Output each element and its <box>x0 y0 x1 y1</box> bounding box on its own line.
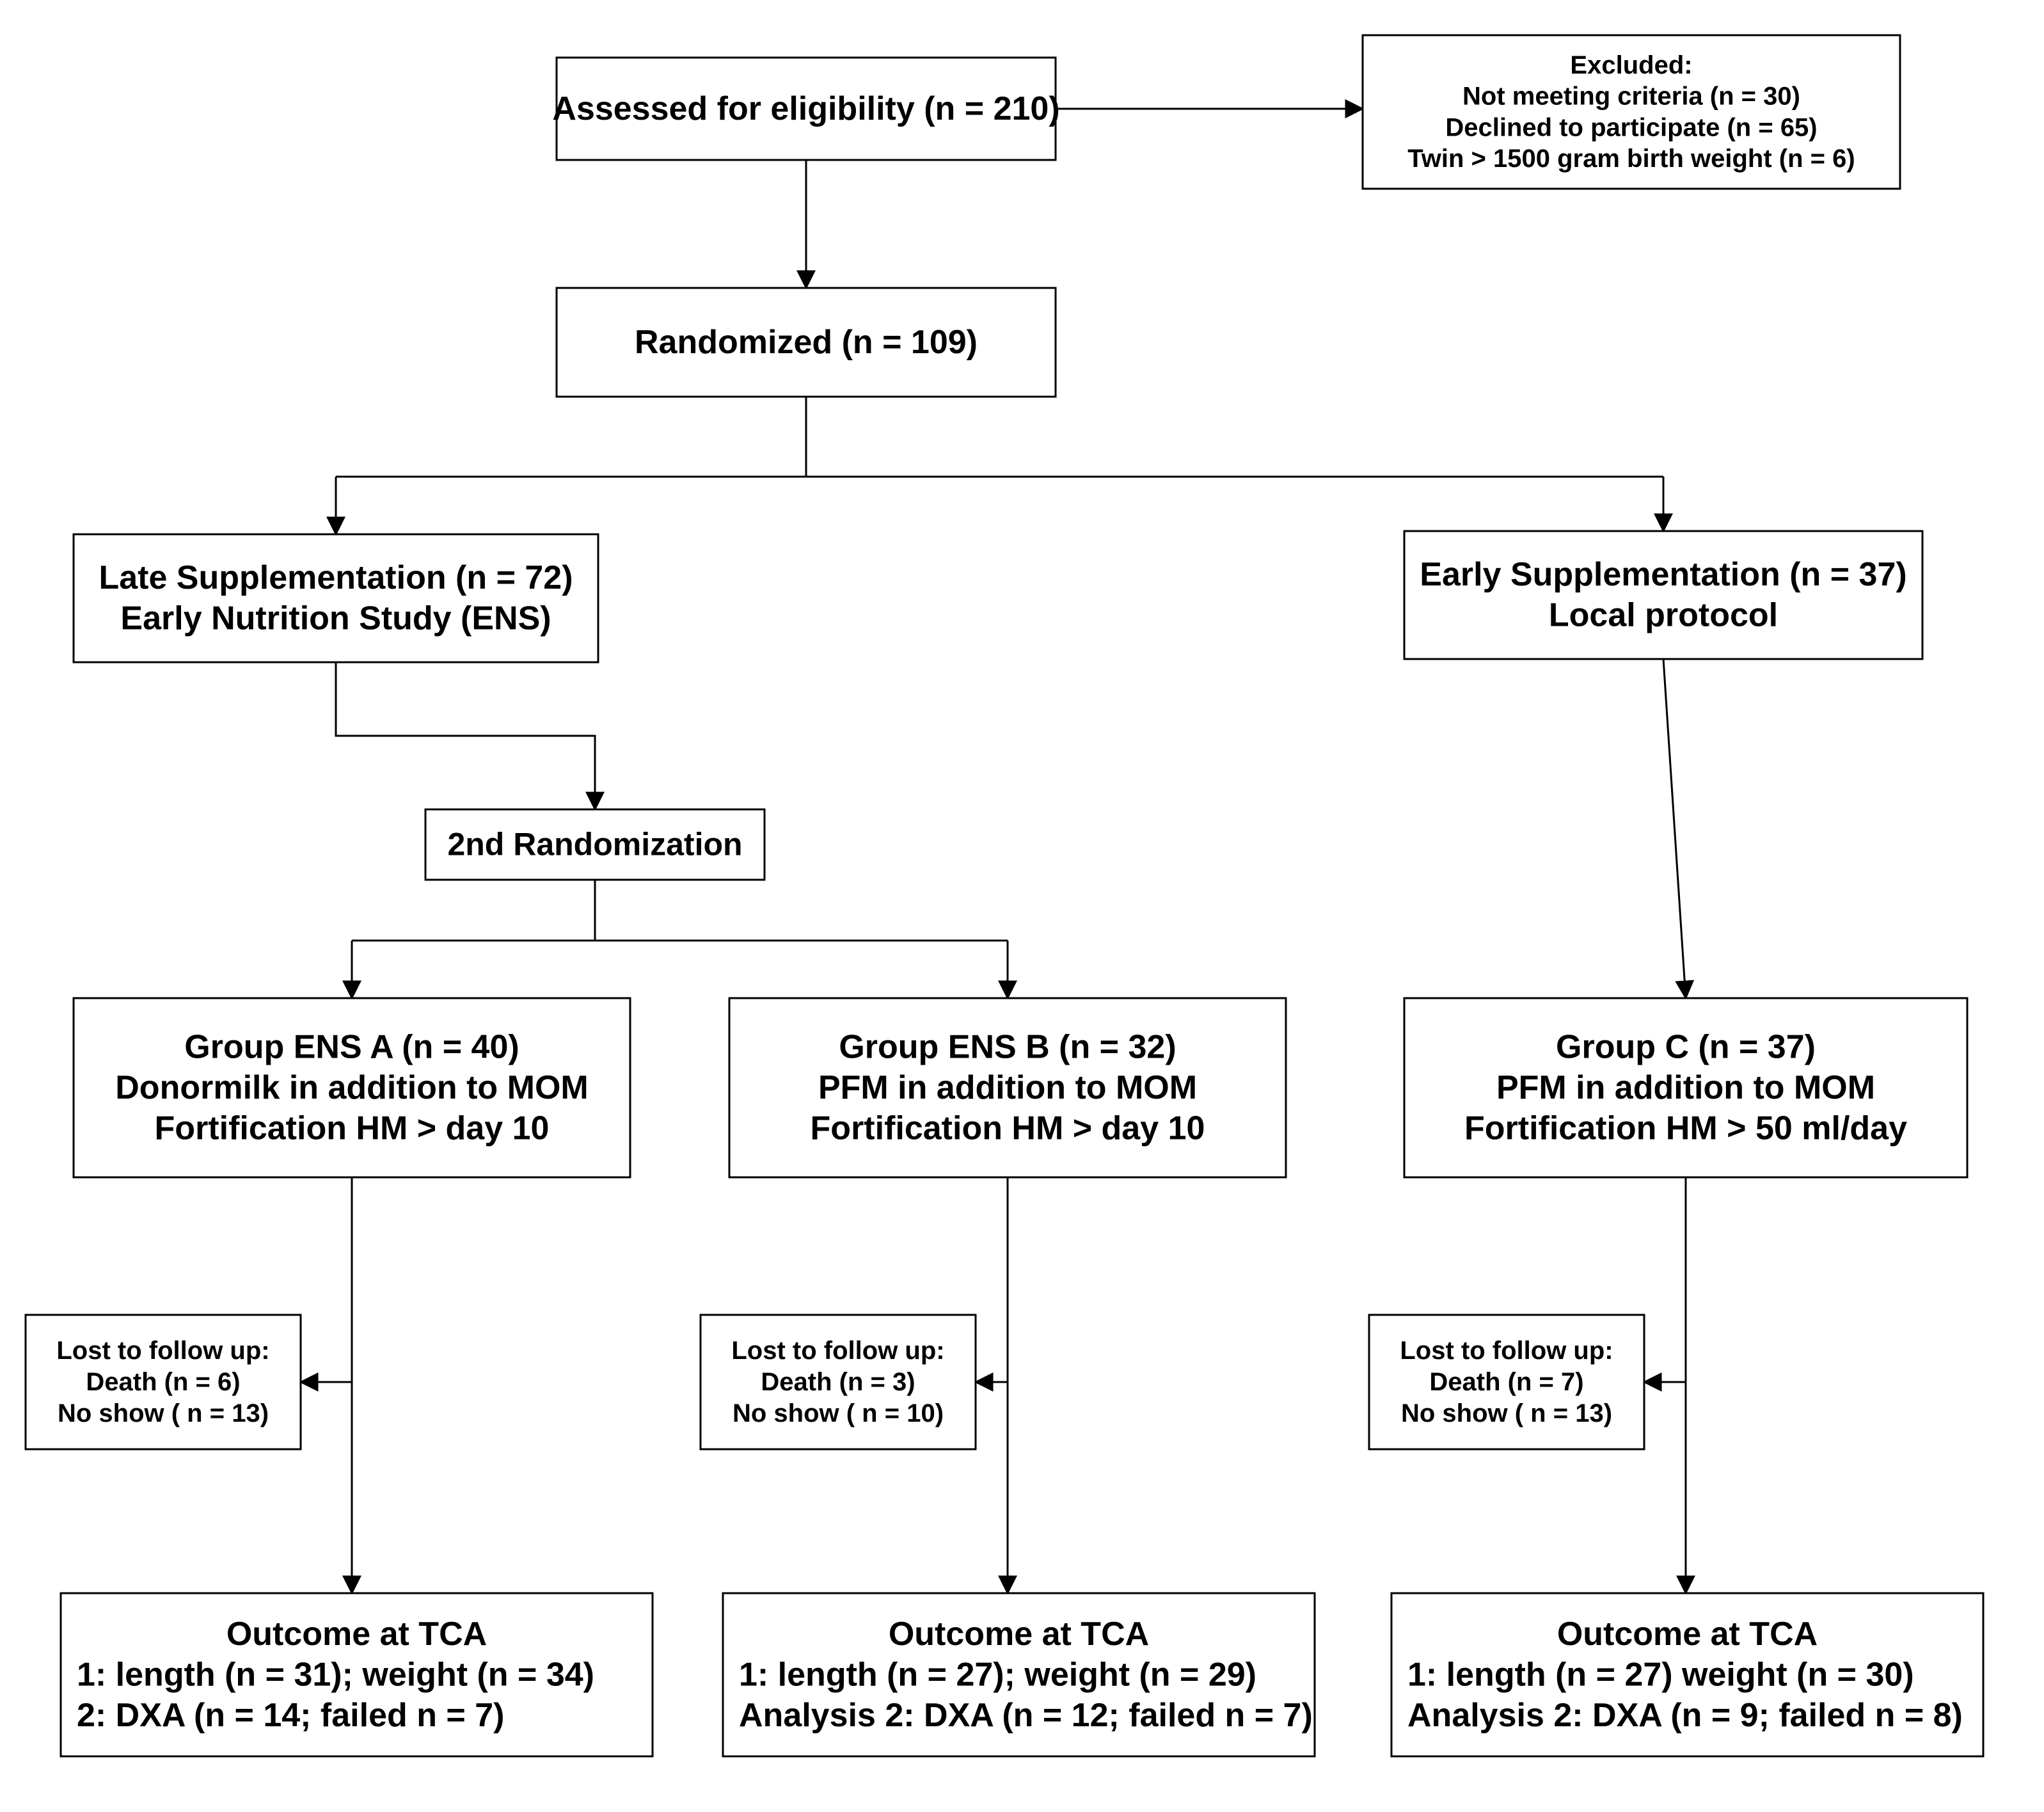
node-outcome_c-line-2: Analysis 2: DXA (n = 9; failed n = 8) <box>1407 1697 1963 1734</box>
node-randomized: Randomized (n = 109) <box>557 288 1056 397</box>
node-excluded-line-3: Twin > 1500 gram birth weight (n = 6) <box>1407 145 1855 173</box>
node-group_a-line-0: Group ENS A (n = 40) <box>184 1028 519 1065</box>
node-group_b: Group ENS B (n = 32) PFM in addition to M… <box>729 998 1286 1177</box>
node-second_rand: 2nd Randomization <box>425 809 765 880</box>
node-excluded-line-0: Excluded: <box>1570 51 1692 79</box>
node-lost_a: Lost to follow up: Death (n = 6) No show (… <box>26 1315 301 1449</box>
node-outcome_a: Outcome at TCA1: length (n = 31); weight… <box>61 1593 653 1756</box>
node-lost_c-line-0: Lost to follow up: <box>1400 1337 1613 1365</box>
node-outcome_b: Outcome at TCA1: length (n = 27); weight… <box>723 1593 1315 1756</box>
node-second_rand-line-0: 2nd Randomization <box>447 826 742 862</box>
node-lost_c: Lost to follow up: Death (n = 7) No show (… <box>1369 1315 1644 1449</box>
node-group_b-line-2: Fortification HM > day 10 <box>811 1109 1205 1147</box>
node-group_b-line-0: Group ENS B (n = 32) <box>839 1028 1176 1065</box>
node-excluded-line-1: Not meeting criteria (n = 30) <box>1462 83 1800 111</box>
node-eligibility: Assessed for eligibility (n = 210) <box>552 58 1059 160</box>
node-group_c-line-0: Group C (n = 37) <box>1556 1028 1816 1065</box>
node-group_c-line-2: Fortification HM > 50 ml/day <box>1464 1109 1907 1147</box>
node-eligibility-line-0: Assessed for eligibility (n = 210) <box>552 90 1059 127</box>
node-early_supp-line-1: Local protocol <box>1549 597 1778 634</box>
node-excluded: Excluded: Not meeting criteria (n = 30)De… <box>1363 35 1900 189</box>
node-outcome_c: Outcome at TCA1: length (n = 27) weight … <box>1391 1593 1983 1756</box>
node-group_b-line-1: PFM in addition to MOM <box>818 1069 1197 1106</box>
node-group_c-line-1: PFM in addition to MOM <box>1496 1069 1875 1106</box>
node-outcome_a-line-0: Outcome at TCA <box>226 1616 487 1653</box>
node-lost_b: Lost to follow up: Death (n = 3) No show (… <box>701 1315 976 1449</box>
consort-flowchart: Assessed for eligibility (n = 210) Exclud… <box>0 0 2044 1812</box>
node-late_supp: Late Supplementation (n = 72) Early Nutri… <box>74 534 598 662</box>
node-late_supp-line-1: Early Nutrition Study (ENS) <box>120 600 551 637</box>
node-lost_a-line-1: Death (n = 6) <box>86 1368 240 1396</box>
node-group_a: Group ENS A (n = 40) Donormilk in additio… <box>74 998 630 1177</box>
node-outcome_a-line-2: 2: DXA (n = 14; failed n = 7) <box>77 1697 504 1734</box>
node-group_a-line-1: Donormilk in addition to MOM <box>115 1069 588 1106</box>
node-outcome_c-line-0: Outcome at TCA <box>1557 1616 1818 1653</box>
node-lost_c-line-2: No show ( n = 13) <box>1401 1399 1612 1427</box>
node-group_c: Group C (n = 37) PFM in addition to MOMFo… <box>1404 998 1967 1177</box>
node-outcome_a-line-1: 1: length (n = 31); weight (n = 34) <box>77 1656 594 1693</box>
node-outcome_b-line-0: Outcome at TCA <box>889 1616 1149 1653</box>
node-lost_a-line-0: Lost to follow up: <box>56 1337 269 1365</box>
node-lost_b-line-1: Death (n = 3) <box>761 1368 915 1396</box>
node-outcome_b-line-2: Analysis 2: DXA (n = 12; failed n = 7) <box>739 1697 1313 1734</box>
node-early_supp: Early Supplementation (n = 37) Local prot… <box>1404 531 1922 659</box>
node-outcome_b-line-1: 1: length (n = 27); weight (n = 29) <box>739 1656 1256 1693</box>
node-randomized-line-0: Randomized (n = 109) <box>635 324 978 361</box>
node-lost_b-line-2: No show ( n = 10) <box>733 1399 944 1427</box>
node-early_supp-line-0: Early Supplementation (n = 37) <box>1420 556 1906 593</box>
node-outcome_c-line-1: 1: length (n = 27) weight (n = 30) <box>1407 1656 1914 1693</box>
node-lost_c-line-1: Death (n = 7) <box>1429 1368 1583 1396</box>
node-excluded-line-2: Declined to participate (n = 65) <box>1445 113 1817 141</box>
node-lost_a-line-2: No show ( n = 13) <box>58 1399 269 1427</box>
node-group_a-line-2: Fortification HM > day 10 <box>155 1109 550 1147</box>
node-lost_b-line-0: Lost to follow up: <box>731 1337 944 1365</box>
node-late_supp-line-0: Late Supplementation (n = 72) <box>99 559 573 596</box>
